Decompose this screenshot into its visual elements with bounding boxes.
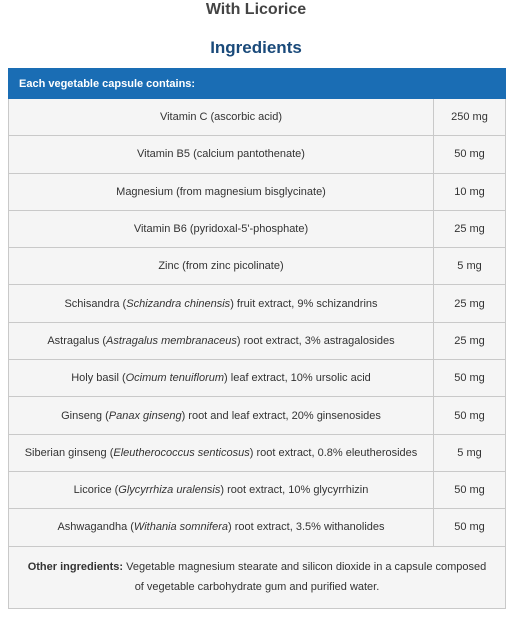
- name-text: Licorice (: [73, 484, 119, 497]
- amount: 25 mg: [433, 284, 506, 323]
- ingredient-name: Astragalus (Astragalus membranaceus) roo…: [8, 321, 434, 361]
- name-text: Zinc (from zinc picolinate): [158, 260, 284, 273]
- ingredients-table: Each vegetable capsule contains: Vitamin…: [8, 68, 506, 609]
- amount: 25 mg: [433, 321, 506, 361]
- name-text: Ashwagandha (: [57, 521, 134, 534]
- amount: 25 mg: [433, 209, 506, 249]
- ingredient-row: Siberian ginseng (Eleutherococcus sentic…: [8, 433, 506, 472]
- amount: 50 mg: [433, 470, 506, 510]
- ingredient-row: Vitamin B6 (pyridoxal-5'-phosphate) 25 mg: [8, 209, 506, 249]
- other-row: Other ingredients: Vegetable magnesium s…: [8, 545, 506, 609]
- amount: 10 mg: [433, 172, 506, 211]
- name-text: Holy basil (: [71, 372, 126, 385]
- name-text: Vitamin B6 (pyridoxal-5'-phosphate): [133, 223, 309, 236]
- latin-name: Schizandra chinensis: [126, 297, 231, 310]
- ingredient-name: Zinc (from zinc picolinate): [8, 247, 434, 286]
- ingredient-row: Ginseng (Panax ginseng) root and leaf ex…: [8, 396, 506, 435]
- ingredient-row: Magnesium (from magnesium bisglycinate) 1…: [8, 172, 506, 211]
- latin-name: Panax ginseng: [108, 409, 182, 422]
- name-text: Ginseng (: [61, 409, 109, 422]
- latin-name: Glycyrrhiza uralensis: [118, 484, 221, 497]
- latin-name: Ocimum tenuiflorum: [125, 372, 225, 385]
- other-label: Other ingredients:: [27, 561, 124, 574]
- name-text: ) root extract, 3% astragalosides: [236, 334, 395, 347]
- ingredient-row: Holy basil (Ocimum tenuiflorum) leaf ext…: [8, 359, 506, 398]
- other-text: Vegetable magnesium stearate and silicon…: [126, 561, 487, 594]
- ingredient-name: Vitamin B5 (calcium pantothenate): [8, 135, 434, 174]
- amount: 50 mg: [433, 508, 506, 547]
- name-text: Schisandra (: [64, 297, 127, 310]
- ingredient-row: Licorice (Glycyrrhiza uralensis) root ex…: [8, 470, 506, 510]
- name-text: Magnesium (from magnesium bisglycinate): [116, 185, 326, 198]
- name-text: Vitamin B5 (calcium pantothenate): [137, 148, 305, 161]
- ingredient-row: Astragalus (Astragalus membranaceus) roo…: [8, 321, 506, 361]
- amount: 50 mg: [433, 135, 506, 174]
- title: Ingredients: [210, 38, 302, 57]
- ingredient-name: Magnesium (from magnesium bisglycinate): [8, 172, 434, 211]
- amount: 5 mg: [433, 433, 506, 472]
- other-ingredients: Other ingredients: Vegetable magnesium s…: [8, 545, 506, 609]
- name-text: ) fruit extract, 9% schizandrins: [230, 297, 378, 310]
- name-text: ) root extract, 10% glycyrrhizin: [220, 484, 369, 497]
- amount: 50 mg: [433, 359, 506, 398]
- ingredient-name: Siberian ginseng (Eleutherococcus sentic…: [8, 433, 434, 472]
- name-text: Siberian ginseng (: [24, 446, 114, 459]
- name-text: Astragalus (: [47, 334, 107, 347]
- ingredient-name: Vitamin B6 (pyridoxal-5'-phosphate): [8, 209, 434, 249]
- ingredient-row: Ashwagandha (Withania somnifera) root ex…: [8, 508, 506, 547]
- ingredient-name: Vitamin C (ascorbic acid): [8, 97, 434, 137]
- ingredient-name: Licorice (Glycyrrhiza uralensis) root ex…: [8, 470, 434, 510]
- amount: 50 mg: [433, 396, 506, 435]
- amount: 5 mg: [433, 247, 506, 286]
- ingredient-name: Schisandra (Schizandra chinensis) fruit …: [8, 284, 434, 323]
- ingredient-name: Holy basil (Ocimum tenuiflorum) leaf ext…: [8, 359, 434, 398]
- amount: 250 mg: [433, 97, 506, 137]
- ingredient-row: Vitamin B5 (calcium pantothenate) 50 mg: [8, 135, 506, 174]
- latin-name: Eleutherococcus senticosus: [113, 446, 250, 459]
- name-text: ) root and leaf extract, 20% ginsenoside…: [181, 409, 381, 422]
- name-text: ) root extract, 0.8% eleutherosides: [249, 446, 418, 459]
- name-text: ) root extract, 3.5% withanolides: [227, 521, 385, 534]
- header-row: Each vegetable capsule contains:: [8, 68, 506, 99]
- subtitle: With Licorice: [205, 1, 307, 18]
- latin-name: Withania somnifera: [133, 521, 228, 534]
- ingredient-name: Ashwagandha (Withania somnifera) root ex…: [8, 508, 434, 547]
- ingredient-name: Ginseng (Panax ginseng) root and leaf ex…: [8, 396, 434, 435]
- ingredient-row: Schisandra (Schizandra chinensis) fruit …: [8, 284, 506, 323]
- caption: Each vegetable capsule contains:: [8, 68, 506, 99]
- ingredient-row: Vitamin C (ascorbic acid) 250 mg: [8, 97, 506, 137]
- table-body: Each vegetable capsule contains: Vitamin…: [8, 68, 506, 609]
- name-text: ) leaf extract, 10% ursolic acid: [224, 372, 371, 385]
- name-text: Vitamin C (ascorbic acid): [159, 111, 283, 124]
- ingredient-row: Zinc (from zinc picolinate) 5 mg: [8, 247, 506, 286]
- latin-name: Astragalus membranaceus: [106, 334, 237, 347]
